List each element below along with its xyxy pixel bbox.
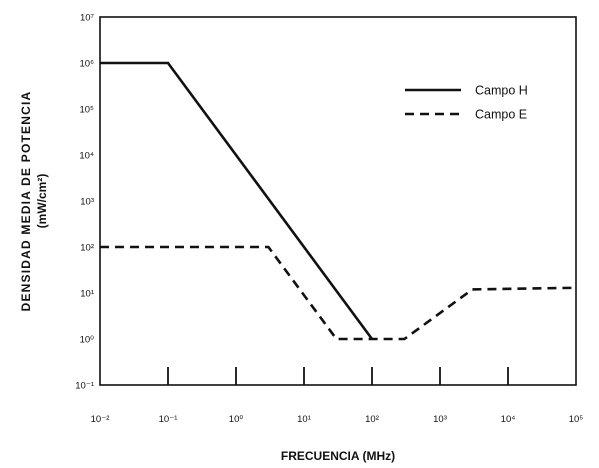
y-tick-label: 10⁶ [80,59,95,70]
x-tick-label: 10¹ [297,414,311,425]
y-tick-label: 10⁷ [80,13,95,24]
y-tick-label: 10² [80,243,94,254]
x-tick-label: 10⁵ [569,414,584,425]
y-tick-label: 10⁵ [79,105,94,116]
series-line-campo-e [100,245,577,341]
x-tick-label: 10⁻¹ [159,414,178,425]
x-tick-label: 10³ [433,414,447,425]
y-tick-label: 10¹ [80,289,94,300]
y-axis: 10⁻¹ 10⁰ 10¹ 10² 10³ 10⁴ 10⁵ 10⁶ 10⁷ [75,13,94,392]
legend-label-campo-e: Campo E [475,108,527,122]
legend-label-campo-h: Campo H [475,84,528,98]
y-tick-label: 10⁰ [80,335,95,346]
x-tick-label: 10² [365,414,379,425]
series-line-campo-h [100,61,374,340]
x-tick-label: 10⁰ [229,414,244,425]
y-tick-label: 10³ [80,197,94,208]
legend: Campo H Campo E [405,84,528,122]
x-axis-title: FRECUENCIA (MHz) [281,449,395,463]
plot-frame [99,16,577,386]
series-layer [100,61,577,341]
y-axis-title: DENSIDAD MEDIA DE POTENCIA (mW/cm²) [19,91,49,312]
x-tick-label: 10⁴ [501,414,516,425]
y-axis-title-line1: DENSIDAD MEDIA DE POTENCIA [19,91,33,312]
y-tick-label: 10⁻¹ [75,381,94,392]
x-axis: 10⁻² 10⁻¹ 10⁰ 10¹ 10² 10³ 10⁴ 10⁵ [91,367,584,425]
y-axis-title-line2: (mW/cm²) [35,174,49,229]
x-tick-label: 10⁻² [91,414,110,425]
y-tick-label: 10⁴ [79,151,94,162]
